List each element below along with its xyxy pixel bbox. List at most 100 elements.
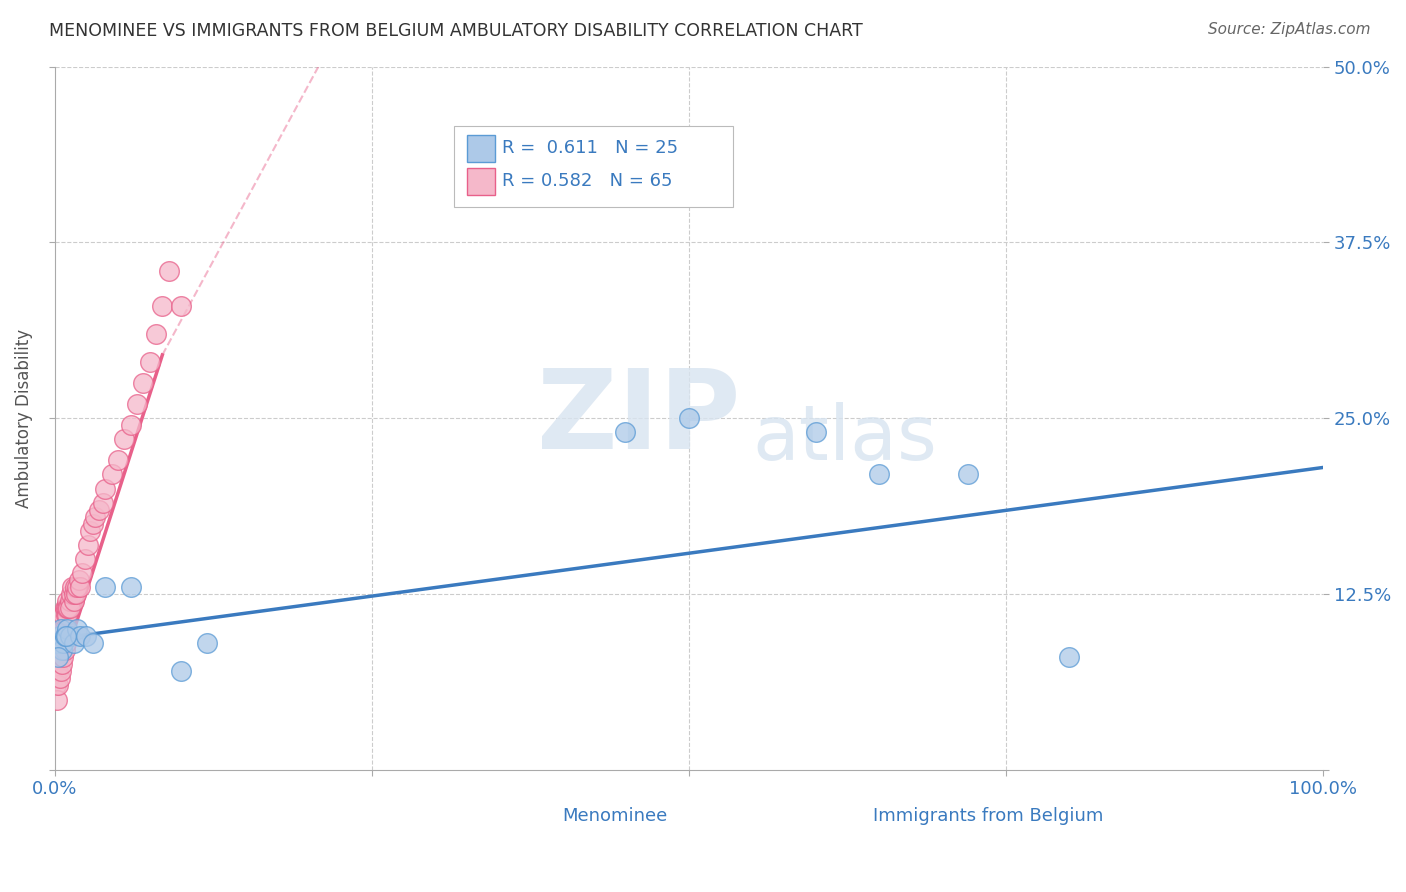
Point <box>51 643 73 657</box>
Point <box>69 580 91 594</box>
Point <box>150 299 173 313</box>
Point <box>49 636 72 650</box>
Point <box>125 397 148 411</box>
Point <box>48 629 70 643</box>
Text: ZIP: ZIP <box>537 365 740 472</box>
Point <box>79 524 101 538</box>
Point <box>51 629 73 643</box>
Point <box>76 538 98 552</box>
Point <box>45 665 67 679</box>
Point <box>65 587 87 601</box>
Point <box>55 608 77 623</box>
Point <box>48 650 70 665</box>
Text: R =  0.611   N = 25: R = 0.611 N = 25 <box>502 139 679 157</box>
Point <box>73 552 96 566</box>
Point <box>45 678 67 692</box>
Point <box>51 657 73 672</box>
FancyBboxPatch shape <box>454 127 734 207</box>
Point <box>52 636 75 650</box>
Point <box>49 643 72 657</box>
Point <box>75 629 97 643</box>
Point <box>84 509 107 524</box>
Point <box>53 601 76 615</box>
Text: atlas: atlas <box>752 402 938 476</box>
Point <box>145 326 167 341</box>
Point <box>614 425 637 440</box>
Point <box>82 516 104 531</box>
Point <box>56 622 79 636</box>
Bar <box>467 135 495 161</box>
Point <box>56 594 79 608</box>
Point <box>46 636 69 650</box>
Point <box>46 665 69 679</box>
Bar <box>505 802 533 828</box>
Point <box>55 629 77 643</box>
Bar <box>825 802 853 828</box>
Point <box>48 636 70 650</box>
Point <box>49 622 72 636</box>
Point <box>112 433 135 447</box>
Point <box>55 601 77 615</box>
Point <box>60 580 83 594</box>
Point <box>49 665 72 679</box>
Point <box>66 580 89 594</box>
Point <box>46 692 69 706</box>
Text: Menominee: Menominee <box>562 806 668 824</box>
Point <box>59 594 82 608</box>
Point <box>46 650 69 665</box>
Point <box>678 411 700 425</box>
Point <box>170 665 193 679</box>
Point <box>91 495 114 509</box>
Point <box>59 601 82 615</box>
Point <box>56 608 79 623</box>
Point <box>46 678 69 692</box>
Point <box>87 502 110 516</box>
Text: Immigrants from Belgium: Immigrants from Belgium <box>873 806 1104 824</box>
Bar <box>467 168 495 194</box>
Point <box>52 608 75 623</box>
Point <box>100 467 122 482</box>
Point <box>49 622 72 636</box>
Point <box>94 580 117 594</box>
Text: R = 0.582   N = 65: R = 0.582 N = 65 <box>502 172 673 190</box>
Point <box>804 425 827 440</box>
Point <box>170 299 193 313</box>
Point <box>56 601 79 615</box>
Point <box>62 587 84 601</box>
Point <box>956 467 979 482</box>
Point <box>157 263 180 277</box>
Point <box>138 355 160 369</box>
Point <box>62 636 84 650</box>
Point <box>53 629 76 643</box>
Point <box>120 580 142 594</box>
Point <box>46 665 69 679</box>
Point <box>67 573 90 587</box>
Point <box>120 418 142 433</box>
Point <box>69 629 91 643</box>
Point <box>107 453 129 467</box>
Point <box>52 615 75 629</box>
Point <box>46 650 69 665</box>
Point <box>58 601 80 615</box>
Point <box>52 650 75 665</box>
Point <box>62 594 84 608</box>
Text: MENOMINEE VS IMMIGRANTS FROM BELGIUM AMBULATORY DISABILITY CORRELATION CHART: MENOMINEE VS IMMIGRANTS FROM BELGIUM AMB… <box>49 22 863 40</box>
Point <box>51 622 73 636</box>
Point <box>60 587 83 601</box>
Point <box>72 566 94 580</box>
Point <box>1059 650 1081 665</box>
Point <box>48 672 70 686</box>
Point <box>51 636 73 650</box>
Point <box>94 482 117 496</box>
Point <box>868 467 890 482</box>
Point <box>53 643 76 657</box>
Y-axis label: Ambulatory Disability: Ambulatory Disability <box>15 328 32 508</box>
Point <box>82 636 104 650</box>
Point <box>132 376 155 390</box>
Point <box>55 636 77 650</box>
Point <box>195 636 218 650</box>
Point <box>66 622 89 636</box>
Point <box>46 650 69 665</box>
Text: Source: ZipAtlas.com: Source: ZipAtlas.com <box>1208 22 1371 37</box>
Point <box>63 580 86 594</box>
